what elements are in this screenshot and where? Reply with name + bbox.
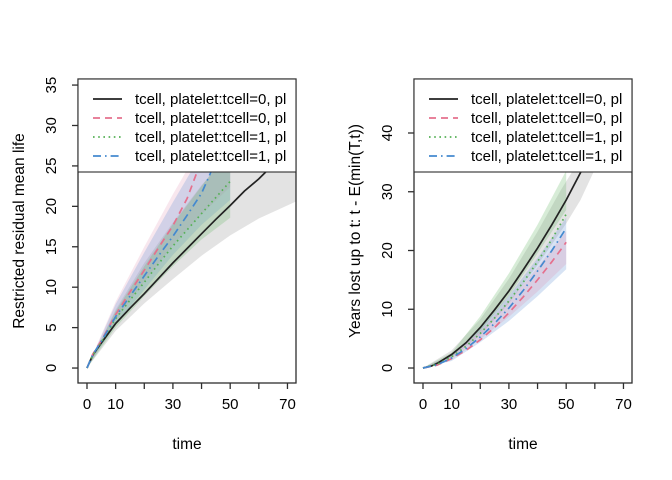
- series-line-0: [86, 166, 271, 369]
- y-tick-label: 0: [379, 364, 396, 372]
- y-tick-label: 20: [43, 198, 60, 215]
- series-line-0: [422, 166, 585, 369]
- y-axis-title: Restricted residual mean life: [11, 133, 28, 329]
- y-tick-label: 40: [379, 125, 396, 142]
- x-tick-label: 30: [501, 396, 518, 413]
- series-line-2: [422, 213, 567, 369]
- confidence-band: [423, 217, 567, 368]
- y-axis-title: Years lost up to t: t - E(min(T,t)): [347, 124, 364, 338]
- y-tick-label: 30: [43, 117, 60, 134]
- x-axis-title: time: [172, 436, 201, 453]
- x-tick-label: 70: [615, 396, 632, 413]
- y-tick-label: 10: [43, 279, 60, 296]
- series-line-3: [422, 227, 567, 369]
- left-panel-restricted-residual-mean-life: 0 10 30 50 70 0 5 10 15 20 25 30 35 time Restricted re…: [11, 77, 297, 453]
- y-tick-label: 10: [379, 301, 396, 318]
- legend-label: tcell, platelet:tcell=0, pl: [471, 91, 622, 108]
- right-panel-years-lost: 0 10 30 50 70 0 10 20 30 40 time Years lost up to t…: [336, 0, 672, 480]
- confidence-band: [423, 153, 595, 368]
- legend: tcell, platelet:tcell=0, pl tcell, platel…: [414, 79, 632, 173]
- x-tick-label: 10: [443, 396, 460, 413]
- legend-label: tcell, platelet:tcell=1, pl: [471, 129, 622, 146]
- legend-label: tcell, platelet:tcell=1, pl: [135, 129, 286, 146]
- confidence-band: [87, 149, 231, 368]
- plot-svg-left: 0 10 30 50 70 0 5 10 15 20 25 30 35 time Restricted re…: [11, 77, 297, 453]
- y-tick-label: 30: [379, 183, 396, 200]
- series-line-3: [86, 167, 214, 369]
- x-tick-label: 50: [222, 396, 239, 413]
- legend-label: tcell, platelet:tcell=1, pl: [135, 148, 286, 165]
- y-tick-label: 20: [379, 242, 396, 259]
- y-tick-label: 15: [43, 238, 60, 255]
- plot-area: [422, 153, 595, 369]
- legend-label: tcell, platelet:tcell=0, pl: [135, 91, 286, 108]
- y-tick-label: 5: [43, 323, 60, 331]
- x-tick-label: 0: [83, 396, 91, 413]
- y-tick-label: 25: [43, 158, 60, 175]
- x-tick-label: 50: [558, 396, 575, 413]
- y-tick-label: 35: [43, 77, 60, 94]
- x-tick-label: 70: [279, 396, 296, 413]
- x-tick-label: 30: [165, 396, 182, 413]
- legend-label: tcell, platelet:tcell=1, pl: [471, 148, 622, 165]
- series-line-2: [86, 180, 231, 369]
- x-tick-label: 0: [419, 396, 427, 413]
- x-tick-label: 10: [107, 396, 124, 413]
- legend-label: tcell, platelet:tcell=0, pl: [135, 110, 286, 127]
- x-axis-title: time: [508, 436, 537, 453]
- legend: tcell, platelet:tcell=0, pl tcell, platel…: [78, 79, 296, 173]
- series-line-1: [86, 167, 200, 369]
- legend-label: tcell, platelet:tcell=0, pl: [471, 110, 622, 127]
- plot-svg-right: 0 10 30 50 70 0 10 20 30 40 time Years lost up to t…: [347, 78, 633, 453]
- y-tick-label: 0: [43, 364, 60, 372]
